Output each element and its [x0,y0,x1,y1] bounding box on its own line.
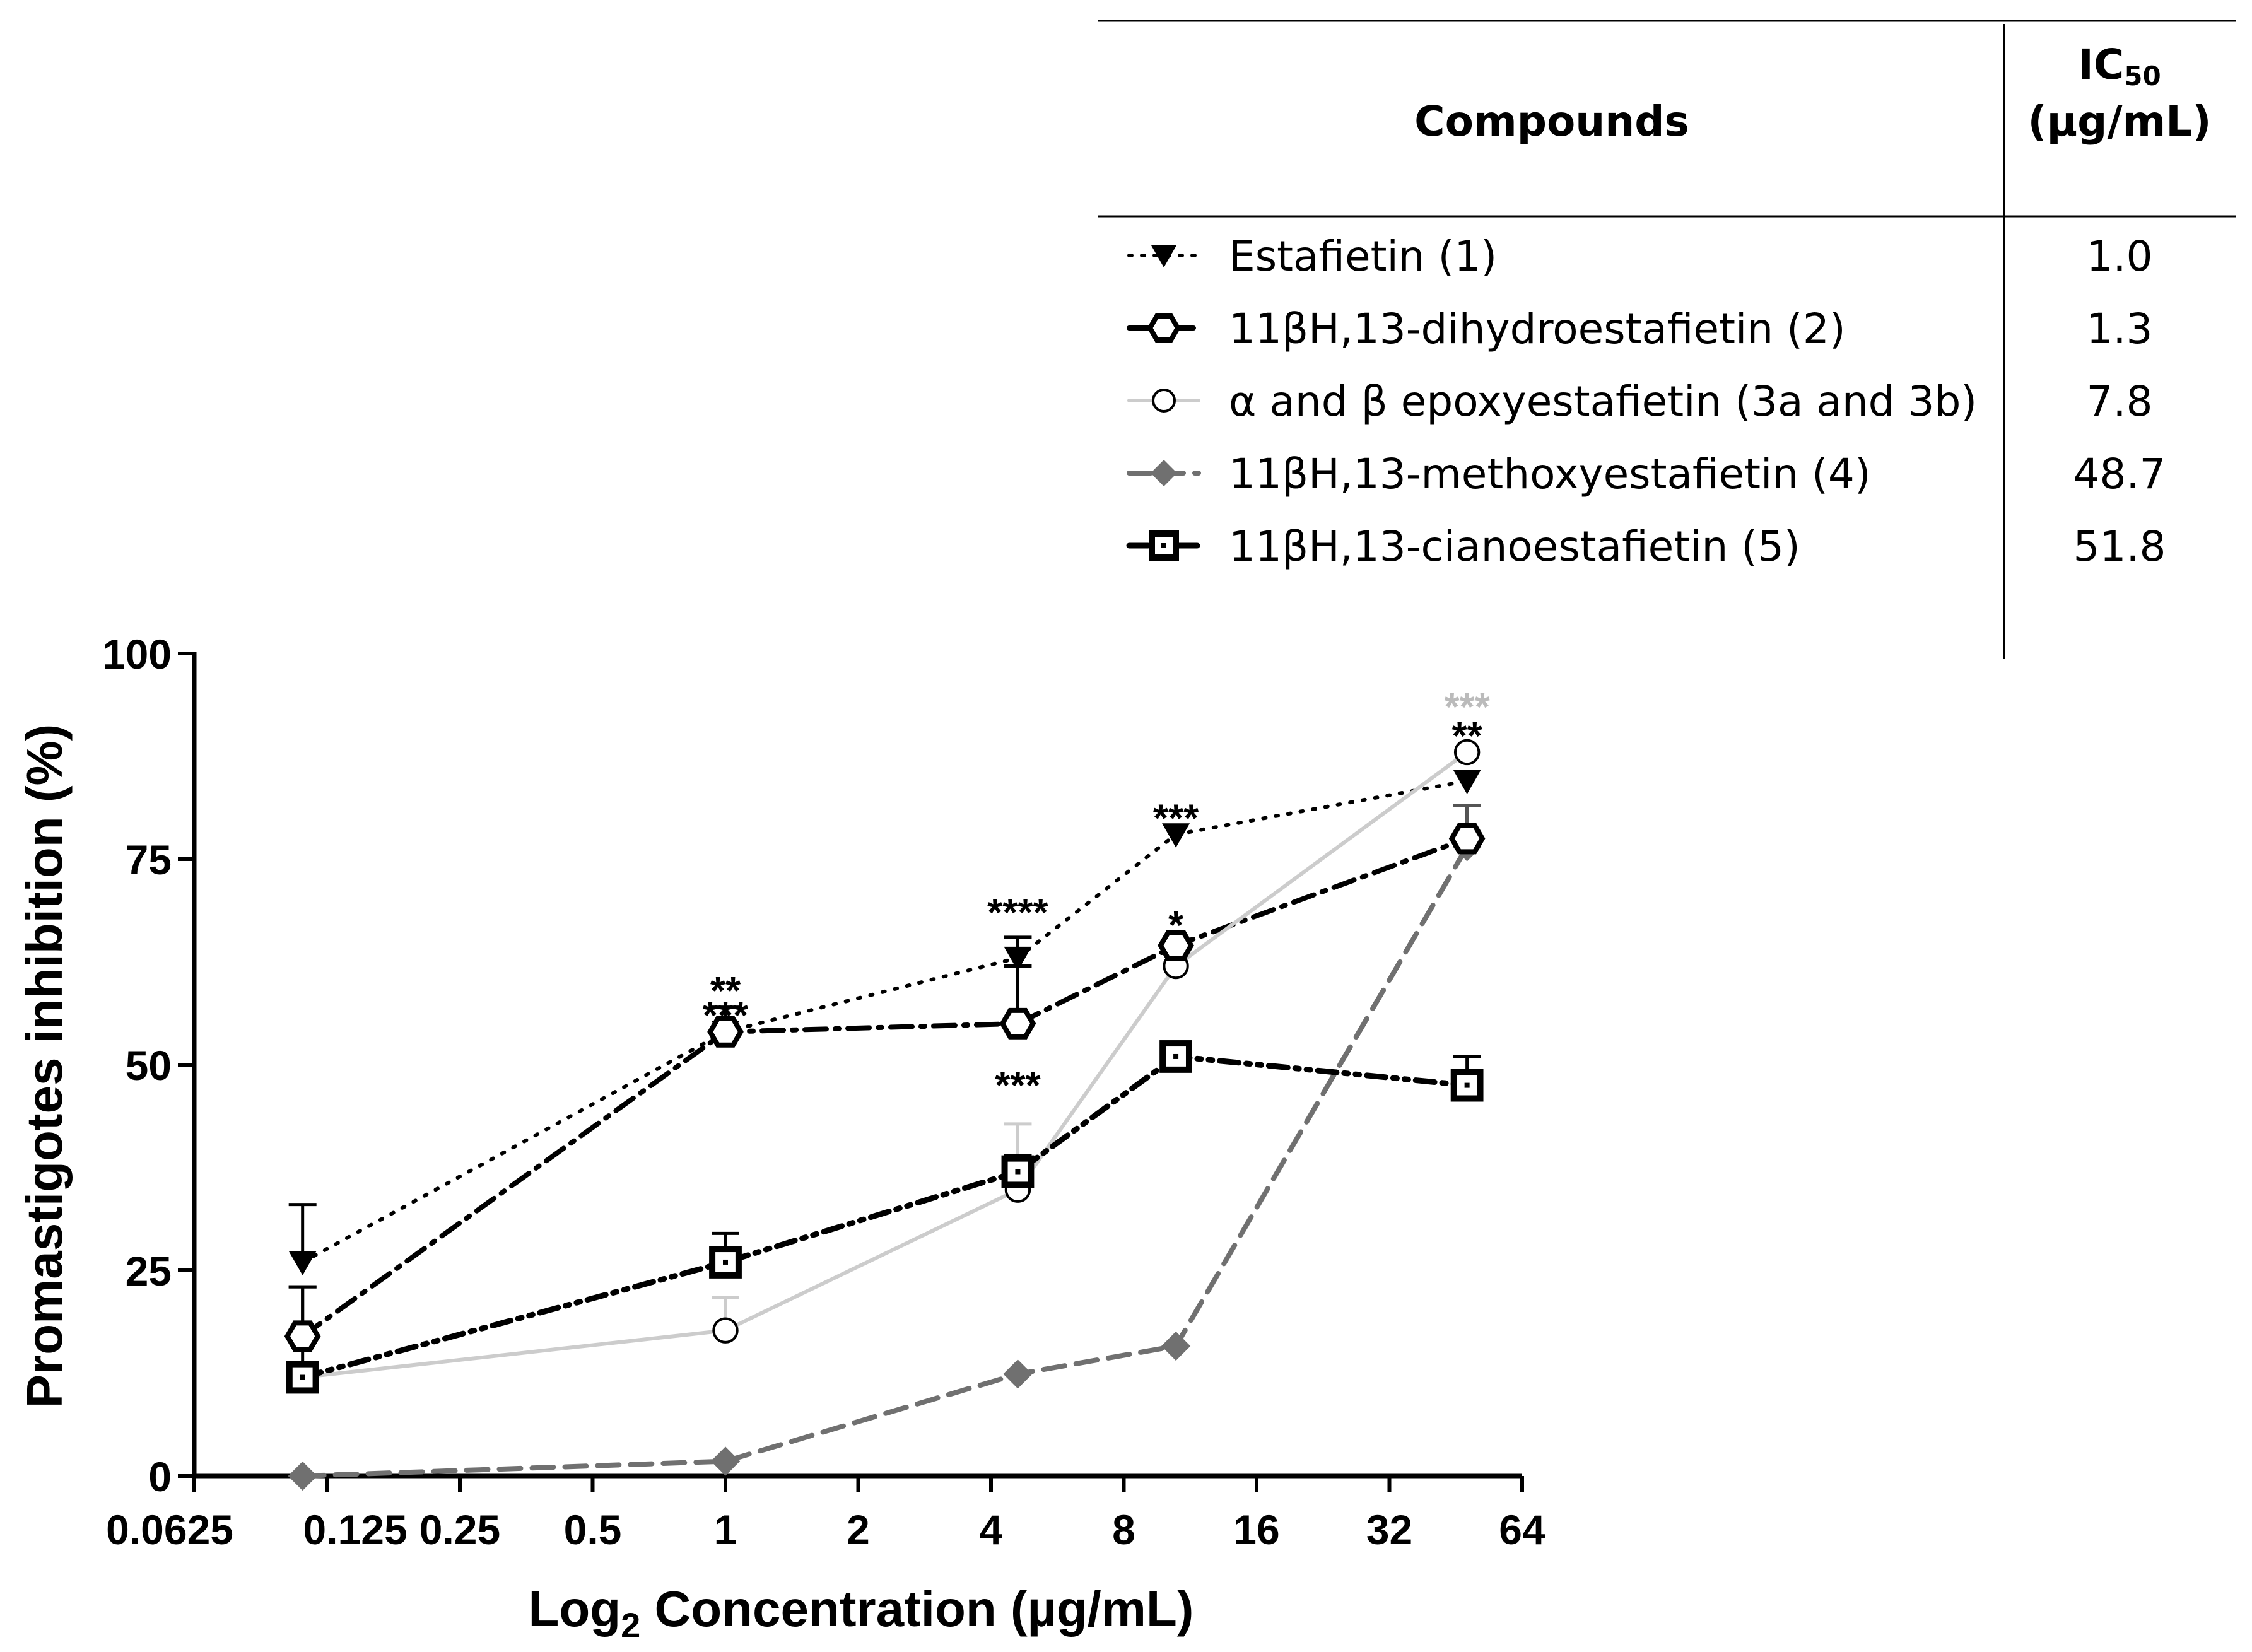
data-point-marker [1152,389,1176,413]
data-point-marker [1151,460,1177,486]
data-point-marker-center [300,1374,305,1380]
significance-label: ** [1452,715,1483,758]
x-axis-title-rest: Concentration (µg/mL) [640,1581,1193,1637]
y-tick-label: 50 [126,1042,172,1089]
x-tick-label: 0.125 [303,1506,408,1553]
y-tick-label: 75 [126,836,172,883]
x-tick-label: 4 [980,1506,1003,1553]
series-line [300,836,1470,1339]
y-tick-label: 25 [126,1248,172,1294]
x-tick-label: 8 [1112,1506,1135,1553]
significance-label: *** [1153,797,1199,840]
legend-ic50-value: 51.8 [2073,522,2166,571]
significance-label: ** [710,970,741,1013]
axes: 0.0625 0.125 0.25 0.5 1 2 4 8 16 32 64 0 25 50 75 100 [102,631,1545,1553]
legend-row: 11βH,13-dihydroestafietin (2) 1.3 [1127,305,2153,353]
data-point-marker [1004,946,1032,971]
legend-row: 11βH,13-methoxyestafietin (4) 48.7 [1127,450,2166,498]
y-axis-title: Promastigotes inhibition (%) [16,724,73,1408]
data-point-marker [1453,739,1481,766]
x-tick-label: 1 [714,1506,737,1553]
legend-table: Compounds IC50 (µg/mL) Estafietin (1) 1.0… [1098,20,2236,659]
legend-compound-name: 11βH,13-cianoestafietin (5) [1229,522,1800,571]
significance-label: *** [995,1064,1041,1108]
x-tick-label: 2 [847,1506,870,1553]
x-tick-label: 0.5 [564,1506,622,1553]
legend-compound-name: Estafietin (1) [1229,232,1497,281]
data-point-marker [707,1016,744,1048]
legend-compound-name: α and β epoxyestafietin (3a and 3b) [1229,377,1977,426]
error-bars [288,804,1481,1378]
x-tick-label: 0.25 [419,1506,500,1553]
data-point-marker [284,1320,321,1352]
data-point-marker [1158,929,1194,961]
data-point-marker [999,1007,1036,1040]
data-point-marker [1453,770,1481,795]
y-tick-label: 0 [148,1453,172,1500]
significance-label: *** [703,994,749,1038]
data-point-marker [288,1251,317,1275]
legend-row: 11βH,13-cianoestafietin (5) 51.8 [1126,522,2166,571]
legend-header-compounds: Compounds [1414,97,1689,146]
legend-row: Estafietin (1) 1.0 [1127,232,2153,281]
x-axis-title-sub: 2 [621,1605,640,1645]
significance-label: *** [1444,686,1490,729]
legend-ic50-value: 1.3 [2087,305,2153,353]
legend-ic50-value: 1.0 [2087,232,2153,281]
data-point-marker [1450,1069,1484,1102]
data-point-marker-center [1015,1169,1021,1175]
legend-header-ic50: IC50 [2078,40,2161,91]
data-point-marker [1151,245,1176,267]
legend-header-ic50-unit: (µg/mL) [2027,97,2211,146]
data-point-marker [1001,1155,1035,1188]
series-line [300,1053,1470,1381]
plot-area: 0.0625 0.125 0.25 0.5 1 2 4 8 16 32 64 0 25 50 75 100 *… [102,631,1545,1553]
data-point-marker [288,1461,317,1491]
data-point-marker [1448,823,1486,855]
legend-rows: Estafietin (1) 1.0 11βH,13-dihydroestafiet… [1126,232,2166,571]
significance-label: **** [987,891,1048,935]
legend-ic50-value: 48.7 [2073,450,2166,498]
legend-header-ic50-sub: 50 [2124,61,2161,91]
data-point-marker [1161,1331,1191,1361]
legend-ic50-value: 7.8 [2087,377,2153,426]
series-line [300,779,1469,1264]
series-line [300,844,1470,1479]
series-line [300,750,1469,1380]
data-point-marker-center [1161,543,1166,548]
legend-row: α and β epoxyestafietin (3a and 3b) 7.8 [1127,377,2153,426]
x-tick-label: 64 [1499,1506,1545,1553]
data-point-marker-center [723,1259,728,1265]
data-point-marker [712,1317,739,1344]
legend-compound-name: 11βH,13-dihydroestafietin (2) [1229,305,1846,353]
data-point-marker [286,1361,319,1394]
data-point-marker [710,1446,741,1476]
x-tick-label: 32 [1366,1506,1412,1553]
series-lines [300,750,1470,1479]
data-point-marker-center [1464,1082,1470,1088]
data-point-marker [1162,823,1190,848]
x-axis-title: Log2 Concentration (µg/mL) [529,1581,1194,1645]
data-point-marker-center [1173,1053,1179,1059]
data-point-marker [1147,313,1181,343]
y-tick-label: 100 [102,631,172,677]
significance-label: * [1168,904,1184,947]
legend-compound-name: 11βH,13-methoxyestafietin (4) [1229,450,1871,498]
legend-header-ic50-main: IC [2078,40,2124,89]
significance-annotations: ********************* [703,686,1491,1108]
x-tick-label: 0.0625 [106,1506,233,1553]
x-tick-label: 16 [1233,1506,1279,1553]
x-axis-title-main: Log [529,1581,621,1637]
series-markers [284,739,1486,1491]
data-point-marker [1003,1359,1033,1389]
